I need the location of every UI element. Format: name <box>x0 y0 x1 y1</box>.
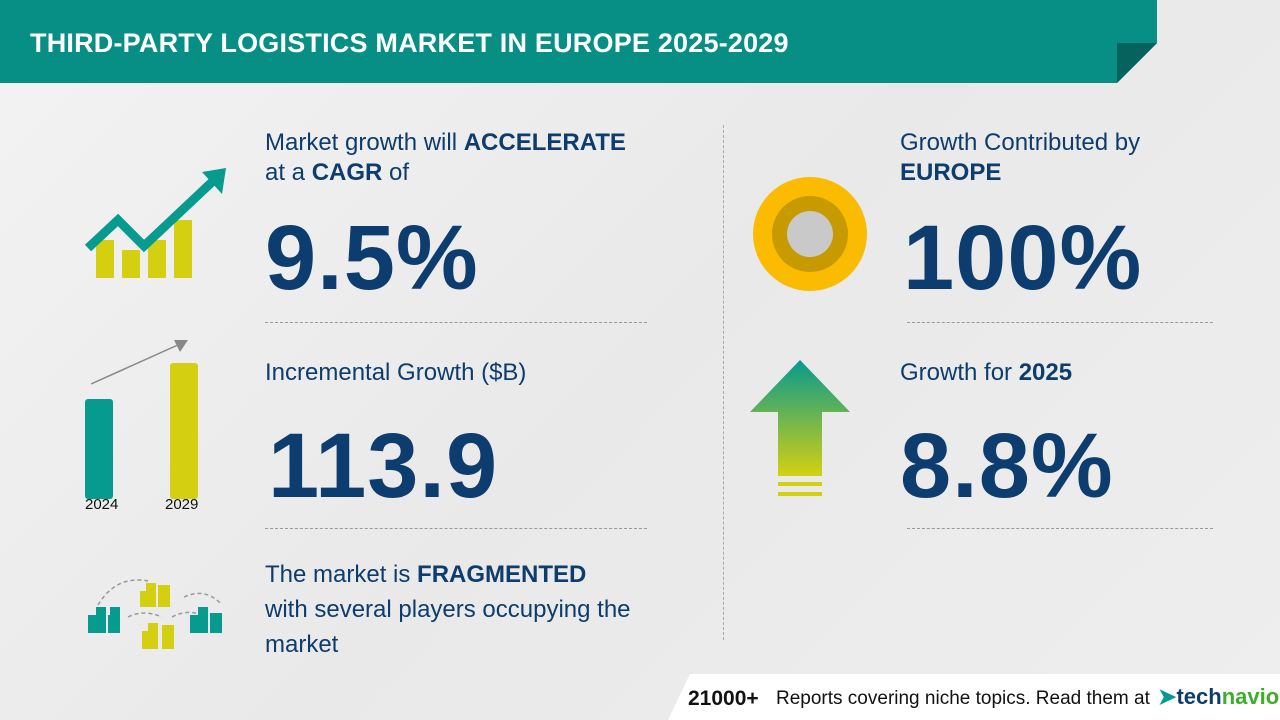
footer-bar <box>668 674 1280 720</box>
incremental-label: Incremental Growth ($B) <box>265 359 527 386</box>
growth-year-text: Growth for 2025 <box>900 359 1073 386</box>
logo-mark-icon: ➤ <box>1158 684 1177 709</box>
bar-label-2024: 2024 <box>85 496 119 513</box>
cagr-text: Market growth will ACCELERATE at a CAGR … <box>265 129 626 186</box>
divider <box>907 322 1213 323</box>
footer-text: Reports covering niche topics. Read them… <box>776 688 1150 709</box>
header-banner <box>0 0 1157 83</box>
report-count: 21000+ <box>688 687 759 710</box>
technavio-logo[interactable]: ➤technavio <box>1158 684 1280 709</box>
fragmented-text: The market is FRAGMENTED with several pl… <box>265 561 631 658</box>
column-divider <box>723 125 724 640</box>
donut-icon <box>753 177 867 291</box>
incremental-value: 113.9 <box>268 415 499 517</box>
region-value: 100% <box>903 207 1143 309</box>
buildings-icon <box>88 579 223 649</box>
bar-growth-icon <box>85 340 198 499</box>
cagr-value: 9.5% <box>265 207 479 309</box>
growth-chart-icon <box>84 168 226 278</box>
divider <box>265 322 647 323</box>
page-title: THIRD-PARTY LOGISTICS MARKET IN EUROPE 2… <box>30 28 789 58</box>
divider <box>265 528 647 529</box>
header-fold <box>1117 43 1157 83</box>
up-arrow-icon <box>750 360 850 496</box>
region-text: Growth Contributed by EUROPE <box>900 129 1141 186</box>
growth-year-value: 8.8% <box>900 415 1114 517</box>
divider <box>907 528 1213 529</box>
bar-label-2029: 2029 <box>165 496 199 513</box>
